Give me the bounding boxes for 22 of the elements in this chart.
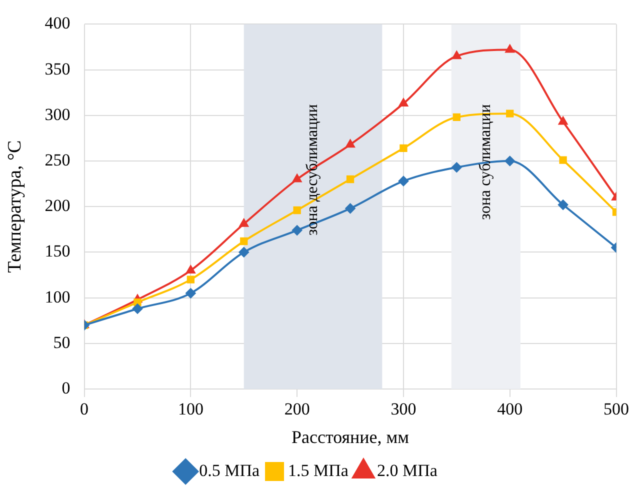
y-tick-label: 250 — [44, 150, 70, 170]
y-tick-label: 0 — [62, 378, 70, 398]
x-tick-label: 400 — [497, 400, 523, 419]
legend-label: 0.5 МПа — [199, 460, 260, 480]
band-label: зона десублимации — [304, 104, 322, 236]
x-tick-label: 200 — [284, 400, 310, 419]
x-axis-title: Расстояние, мм — [291, 426, 410, 447]
x-tick-label: 0 — [80, 400, 89, 419]
y-tick-label: 100 — [44, 287, 70, 306]
legend-label: 2.0 МПа — [376, 460, 438, 480]
y-tick-label: 300 — [44, 104, 70, 124]
y-tick-label: 200 — [44, 196, 70, 216]
y-tick-label: 50 — [53, 332, 70, 352]
y-tick-label: 400 — [44, 14, 70, 33]
y-tick-label: 150 — [44, 242, 70, 261]
x-tick-label: 500 — [604, 400, 629, 419]
legend-label: 1.5 МПа — [288, 460, 349, 480]
x-tick-label: 100 — [178, 400, 204, 419]
y-tick-label: 350 — [44, 59, 70, 78]
x-tick-label: 300 — [390, 400, 416, 419]
y-axis-title: Температура, °С — [4, 140, 26, 273]
band-label: зона сублимации — [477, 104, 494, 220]
